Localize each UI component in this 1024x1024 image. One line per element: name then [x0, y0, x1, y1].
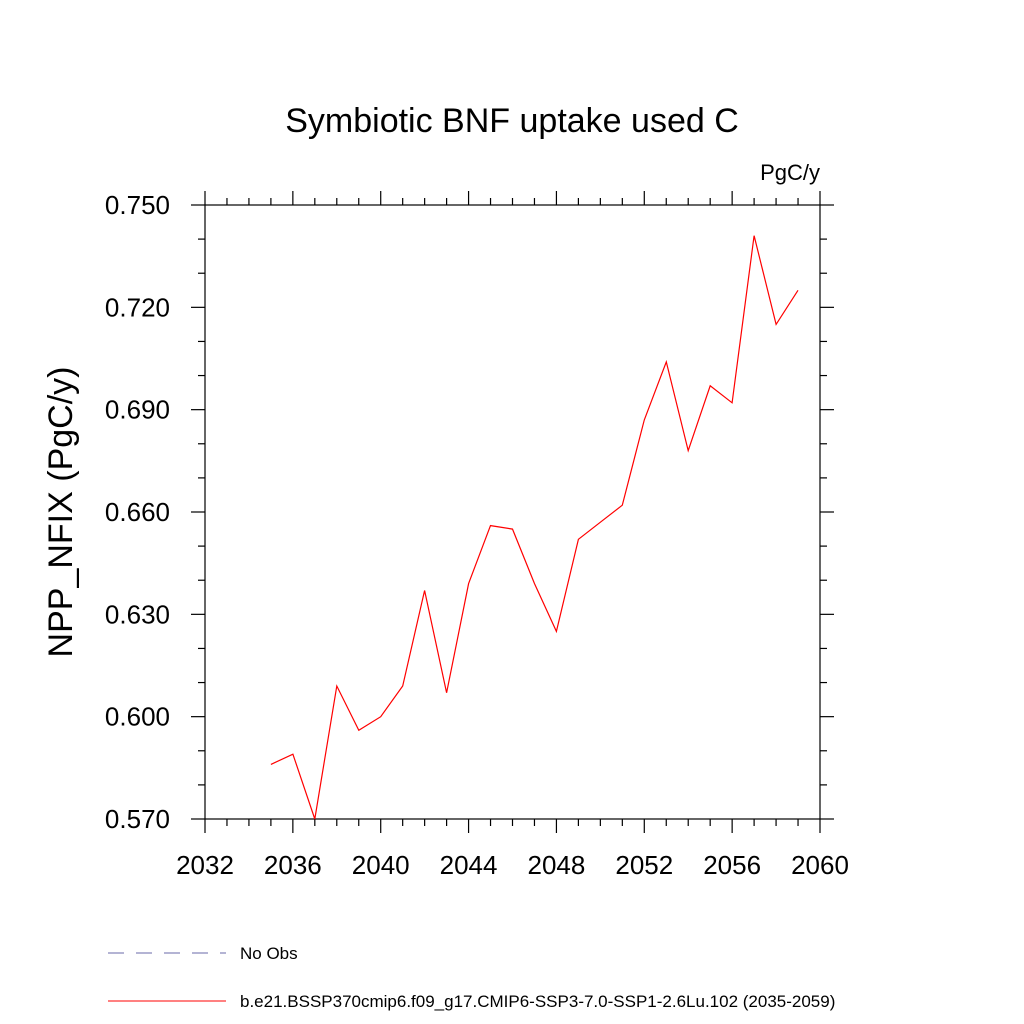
- x-tick-label: 2056: [703, 850, 761, 880]
- y-tick-label: 0.660: [105, 497, 170, 527]
- plot-frame: [204, 204, 821, 820]
- y-tick-label: 0.750: [105, 190, 170, 220]
- legend-label: No Obs: [240, 944, 298, 963]
- units-label: PgC/y: [760, 160, 820, 185]
- y-tick-label: 0.690: [105, 395, 170, 425]
- x-tick-label: 2044: [440, 850, 498, 880]
- chart-title: Symbiotic BNF uptake used C: [285, 102, 739, 140]
- y-axis-label: NPP_NFIX (PgC/y): [42, 367, 80, 658]
- legend-label: b.e21.BSSP370cmip6.f09_g17.CMIP6-SSP3-7.…: [240, 992, 835, 1011]
- x-tick-label: 2040: [352, 850, 410, 880]
- y-tick-label: 0.570: [105, 804, 170, 834]
- y-axis: 0.570 0.600 0.630 0.660 0.690 0.720 0.750: [105, 190, 834, 834]
- y-tick-label: 0.600: [105, 702, 170, 732]
- x-tick-label: 2060: [791, 850, 849, 880]
- legend: No Obs b.e21.BSSP370cmip6.f09_g17.CMIP6-S…: [108, 944, 835, 1011]
- series-layer: [270, 235, 799, 820]
- y-tick-label: 0.630: [105, 599, 170, 629]
- x-tick-label: 2032: [176, 850, 234, 880]
- y-tick-label: 0.720: [105, 292, 170, 322]
- x-tick-label: 2048: [528, 850, 586, 880]
- series-line: [270, 235, 799, 820]
- x-axis: 2032 2036 2040 2044 2048 2052 2056 2060: [176, 191, 849, 880]
- x-tick-label: 2036: [264, 850, 322, 880]
- x-tick-label: 2052: [615, 850, 673, 880]
